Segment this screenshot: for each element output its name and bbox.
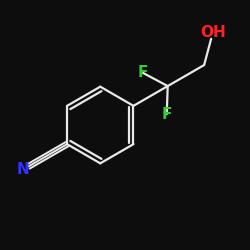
Text: OH: OH: [200, 25, 226, 40]
Text: N: N: [17, 162, 30, 177]
Text: F: F: [138, 66, 148, 80]
Text: F: F: [162, 106, 172, 122]
